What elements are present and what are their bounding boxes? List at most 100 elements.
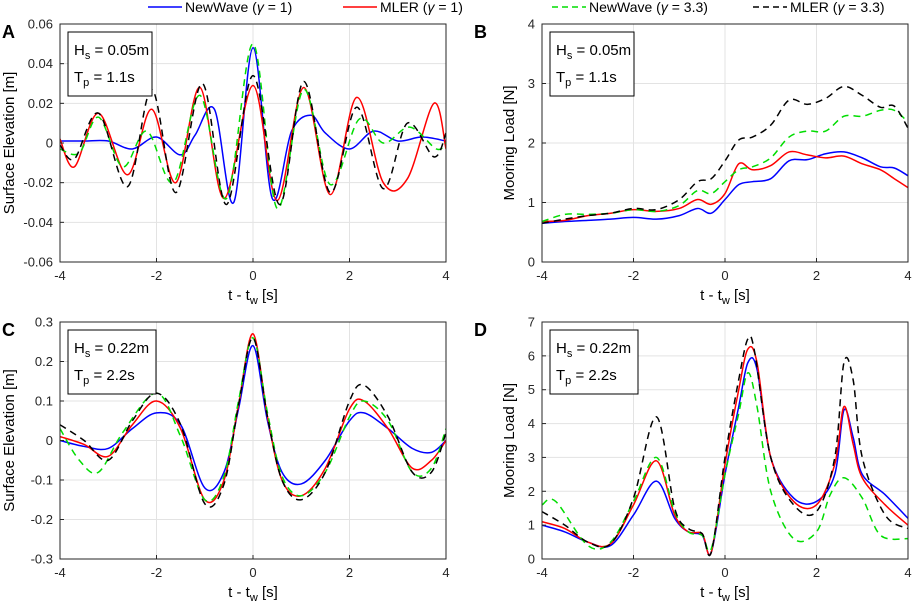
- x-axis-label: t - tw [s]: [228, 584, 278, 604]
- series-line: [542, 345, 908, 556]
- y-tick-label: 0: [528, 552, 535, 567]
- y-tick-label: 0: [46, 433, 53, 448]
- panel-C: -4 -2 0 2 4 -0.3 -0.2 -0.1 0 0.1 0.2 0.3 t - tw [s] S…: [1, 315, 450, 605]
- annotation-tp: Tp = 2.2s: [74, 367, 135, 387]
- y-tick-label: -0.06: [23, 255, 53, 270]
- legend-label: MLER (γ = 1): [380, 0, 463, 15]
- legend-label: NewWave (γ = 1): [185, 0, 292, 15]
- y-tick-label: 1: [528, 195, 535, 210]
- annotation-hs: Hs = 0.05m: [74, 42, 149, 62]
- legend-entry: MLER (γ = 3.3): [753, 0, 885, 15]
- y-axis-label: Surface Elevation [m]: [1, 72, 18, 215]
- legend-label: NewWave (γ = 3.3): [589, 0, 708, 15]
- annotation-tp: Tp = 1.1s: [556, 69, 617, 89]
- y-tick-label: 0.3: [35, 315, 53, 330]
- x-tick-label: 0: [249, 565, 256, 580]
- y-tick-label: -0.2: [31, 512, 53, 527]
- x-tick-label: 2: [346, 268, 353, 283]
- annotation-box: Hs = 0.05m Tp = 1.1s: [67, 31, 153, 97]
- legend-label: MLER (γ = 3.3): [790, 0, 885, 15]
- y-tick-label: 4: [528, 416, 535, 431]
- panel-letter: D: [474, 320, 487, 340]
- panel-letter: C: [2, 320, 15, 340]
- y-axis-label: Surface Elevation [m]: [1, 369, 18, 512]
- legend-entry: MLER (γ = 1): [343, 0, 463, 15]
- y-tick-label: 1: [528, 518, 535, 533]
- series-line: [60, 337, 446, 503]
- y-tick-label: 0.04: [28, 56, 53, 71]
- y-tick-label: -0.3: [31, 552, 53, 567]
- legend: NewWave (γ = 1) MLER (γ = 1) NewWave (γ = …: [148, 0, 885, 15]
- series-group: [60, 43, 446, 210]
- panel-A: -4 -2 0 2 4 -0.06 -0.04 -0.02 0 0.02 0.04 0.06 t - t…: [1, 17, 450, 308]
- annotation-hs: Hs = 0.05m: [556, 42, 631, 62]
- y-tick-label: 2: [528, 484, 535, 499]
- series-line: [60, 74, 446, 206]
- annotation-box: Hs = 0.05m Tp = 1.1s: [549, 31, 635, 97]
- annotation-hs: Hs = 0.22m: [74, 340, 149, 360]
- x-tick-label: -4: [536, 565, 548, 580]
- x-axis-label: t - tw [s]: [700, 584, 750, 604]
- x-tick-label: 0: [721, 565, 728, 580]
- y-tick-label: 3: [528, 450, 535, 465]
- annotation-box: Hs = 0.22m Tp = 2.2s: [549, 329, 639, 395]
- legend-entry: NewWave (γ = 3.3): [552, 0, 708, 15]
- x-tick-label: -4: [54, 268, 66, 283]
- x-tick-label: 0: [249, 268, 256, 283]
- x-tick-label: 2: [813, 565, 820, 580]
- annotation-box: Hs = 0.22m Tp = 2.2s: [67, 329, 157, 395]
- x-tick-label: 2: [813, 268, 820, 283]
- y-tick-label: 3: [528, 76, 535, 91]
- series-group: [542, 335, 908, 556]
- y-tick-label: -0.1: [31, 473, 53, 488]
- y-tick-label: 7: [528, 315, 535, 330]
- panel-B: -4 -2 0 2 4 0 1 2 3 4 t - tw [s] Mooring Load [N] B H…: [474, 17, 912, 308]
- annotation-hs: Hs = 0.22m: [556, 340, 631, 360]
- y-tick-label: 4: [528, 17, 535, 32]
- series-line: [542, 372, 908, 553]
- annotation-tp: Tp = 1.1s: [74, 69, 135, 89]
- y-tick-label: -0.02: [23, 175, 53, 190]
- series-line: [542, 150, 908, 225]
- panel-letter: B: [474, 22, 487, 42]
- series-line: [542, 335, 908, 556]
- x-tick-label: 2: [346, 565, 353, 580]
- x-tick-label: 4: [904, 565, 911, 580]
- x-tick-label: 4: [442, 268, 449, 283]
- panel-D: -4 -2 0 2 4 0 1 2 3 4 5 6 7 t - tw [s] Mooring Load [N…: [474, 315, 912, 605]
- series-group: [60, 333, 446, 508]
- x-tick-label: -2: [628, 268, 640, 283]
- y-tick-label: 5: [528, 382, 535, 397]
- panel-letter: A: [2, 22, 15, 42]
- panels: -4 -2 0 2 4 -0.06 -0.04 -0.02 0 0.02 0.04 0.06 t - t…: [1, 17, 912, 605]
- x-tick-label: -4: [536, 268, 548, 283]
- y-axis-label: Mooring Load [N]: [501, 85, 518, 200]
- x-axis-label: t - tw [s]: [228, 287, 278, 307]
- y-tick-label: 0: [46, 136, 53, 151]
- x-tick-label: 0: [721, 268, 728, 283]
- annotation-frame: [549, 329, 639, 395]
- series-line: [60, 84, 446, 202]
- x-tick-label: 4: [904, 268, 911, 283]
- x-tick-label: -4: [54, 565, 66, 580]
- annotation-frame: [549, 31, 635, 97]
- series-line: [60, 344, 446, 492]
- y-tick-label: 6: [528, 348, 535, 363]
- x-tick-label: -2: [151, 565, 163, 580]
- x-axis-label: t - tw [s]: [700, 287, 750, 307]
- y-tick-label: 0.1: [35, 394, 53, 409]
- legend-entry: NewWave (γ = 1): [148, 0, 292, 15]
- y-axis-label: Mooring Load [N]: [501, 383, 518, 498]
- series-line: [60, 47, 446, 204]
- series-line: [542, 85, 908, 225]
- y-tick-label: 0: [528, 255, 535, 270]
- annotation-frame: [67, 31, 153, 97]
- series-line: [60, 43, 446, 210]
- y-tick-label: 0.2: [35, 354, 53, 369]
- x-tick-label: -2: [151, 268, 163, 283]
- y-tick-label: -0.04: [23, 215, 53, 230]
- x-tick-label: 4: [442, 565, 449, 580]
- x-tick-label: -2: [628, 565, 640, 580]
- annotation-frame: [67, 329, 157, 395]
